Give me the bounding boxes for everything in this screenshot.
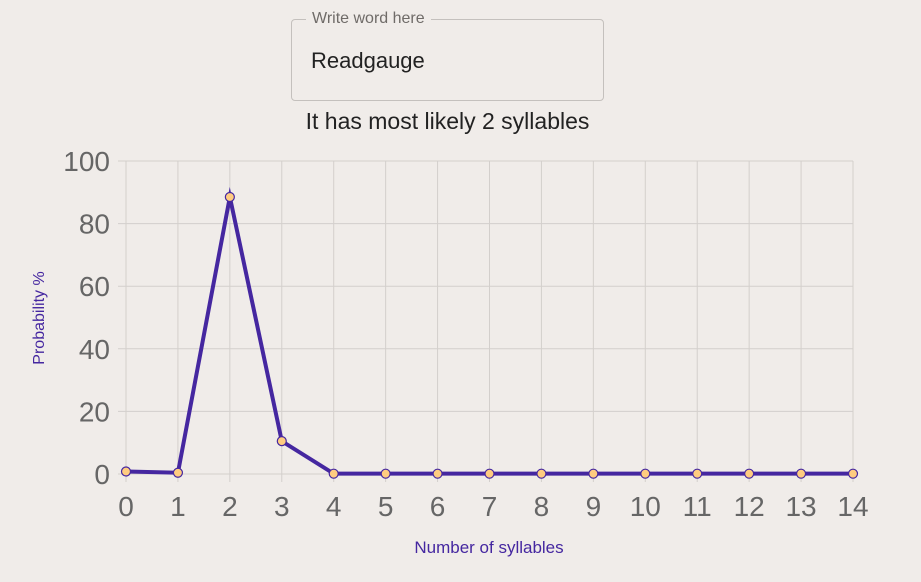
x-tick-label: 1: [170, 491, 186, 522]
x-tick-label: 13: [785, 491, 816, 522]
data-point: [484, 468, 495, 479]
word-input[interactable]: [311, 44, 581, 78]
x-tick-label: 5: [378, 491, 394, 522]
data-point: [172, 467, 184, 478]
data-point: [847, 468, 859, 479]
x-tick-label: 12: [734, 491, 765, 522]
x-tick-label: 10: [630, 491, 661, 522]
data-point: [795, 468, 807, 479]
chart-series: [120, 186, 859, 479]
y-tick-label: 60: [79, 271, 110, 302]
result-text: It has most likely 2 syllables: [305, 108, 590, 134]
y-axis-label: Probability %: [31, 271, 48, 364]
y-tick-label: 0: [94, 459, 110, 490]
y-tick-label: 40: [79, 334, 110, 365]
data-point: [380, 468, 391, 479]
y-tick-label: 100: [63, 146, 110, 177]
x-tick-label: 11: [683, 491, 712, 522]
word-input-label: Write word here: [306, 9, 431, 29]
y-tick-label: 80: [79, 209, 110, 240]
chart-grid: [118, 160, 854, 482]
x-tick-label: 6: [430, 491, 446, 522]
x-axis-label: Number of syllables: [414, 538, 563, 557]
x-tick-label: 2: [222, 491, 238, 522]
x-tick-label: 4: [326, 491, 342, 522]
x-tick-label: 7: [482, 491, 498, 522]
data-point: [640, 468, 651, 479]
data-point: [744, 468, 755, 479]
data-point: [536, 468, 547, 479]
data-point: [120, 466, 132, 477]
x-tick-label: 3: [274, 491, 290, 522]
data-point: [276, 436, 287, 447]
x-tick-label: 9: [586, 491, 602, 522]
word-input-field[interactable]: Write word here: [291, 9, 604, 101]
data-point: [588, 468, 599, 479]
data-point: [692, 468, 703, 479]
data-point: [328, 468, 339, 479]
y-tick-label: 20: [79, 396, 110, 427]
x-tick-label: 8: [534, 491, 550, 522]
x-tick-label: 0: [118, 491, 134, 522]
x-tick-label: 14: [837, 491, 868, 522]
data-point: [432, 468, 443, 479]
data-point: [224, 191, 235, 203]
